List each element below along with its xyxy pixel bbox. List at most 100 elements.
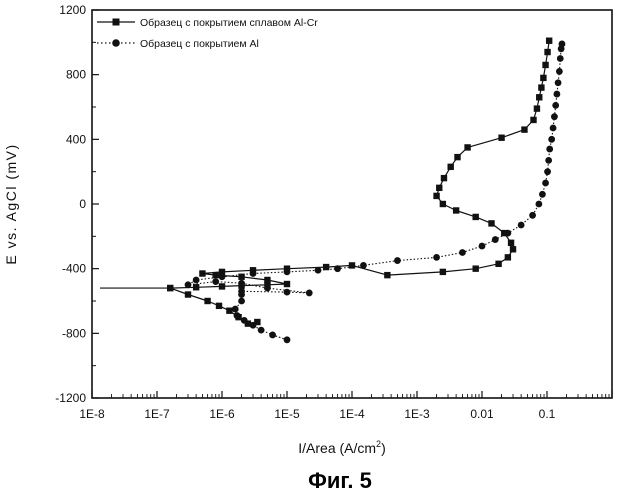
data-point-circle (555, 79, 562, 86)
data-point-square (448, 164, 454, 170)
data-point-circle (545, 157, 552, 164)
data-point-square (167, 285, 173, 291)
x-tick-label: 1E-4 (339, 407, 365, 421)
data-point-circle (258, 327, 265, 334)
data-point-circle (185, 281, 192, 288)
data-point-square (454, 154, 460, 160)
data-point-circle (557, 55, 564, 62)
data-point-square (546, 38, 552, 44)
figure-caption: Фиг. 5 (308, 468, 372, 493)
data-point-circle (315, 267, 322, 274)
data-point-square (216, 303, 222, 309)
data-point-square (219, 283, 225, 289)
data-point-square (538, 84, 544, 90)
data-point-circle (546, 146, 553, 153)
data-point-circle (250, 270, 257, 277)
data-point-square (473, 265, 479, 271)
data-point-square (530, 117, 536, 123)
x-tick-label: 1E-3 (404, 407, 430, 421)
data-point-circle (504, 230, 511, 237)
x-tick-label: 1E-7 (144, 407, 170, 421)
data-point-square (488, 220, 494, 226)
data-point-square (536, 94, 542, 100)
y-tick-label: -400 (62, 262, 86, 276)
data-point-square (433, 193, 439, 199)
data-point-circle (433, 254, 440, 261)
data-point-square (521, 126, 527, 132)
data-point-circle (250, 322, 257, 329)
data-point-circle (551, 113, 558, 120)
data-point-square (453, 207, 459, 213)
x-axis-title: I/Area (A/cm2) (298, 439, 385, 456)
data-point-circle (548, 136, 555, 143)
data-point-circle (559, 41, 566, 48)
x-axis-title-tail: ) (381, 440, 386, 456)
data-point-square (193, 284, 199, 290)
y-tick-label: 1200 (59, 3, 86, 17)
data-point-circle (542, 180, 549, 187)
data-point-circle (529, 212, 536, 219)
data-point-circle (284, 336, 291, 343)
data-point-square (473, 214, 479, 220)
data-point-circle (492, 236, 499, 243)
data-point-circle (284, 289, 291, 296)
data-point-circle (544, 168, 551, 175)
data-point-circle (238, 280, 245, 287)
data-point-circle (232, 306, 239, 313)
data-point-square (204, 298, 210, 304)
data-point-circle (284, 269, 291, 276)
data-point-square (498, 135, 504, 141)
x-tick-label: 0.1 (539, 407, 556, 421)
y-tick-label: -800 (62, 326, 86, 340)
data-point-square (542, 62, 548, 68)
data-point-square (436, 185, 442, 191)
data-point-circle (552, 102, 559, 109)
data-point-square (440, 201, 446, 207)
data-point-square (544, 49, 550, 55)
data-point-circle (219, 273, 226, 280)
x-tick-label: 1E-5 (274, 407, 300, 421)
data-point-square (534, 105, 540, 111)
legend-marker-square (113, 19, 120, 26)
data-point-square (510, 246, 516, 252)
data-point-circle (556, 68, 563, 75)
data-point-circle (550, 125, 557, 132)
data-point-circle (539, 191, 546, 198)
data-point-circle (360, 262, 367, 269)
data-point-square (495, 261, 501, 267)
data-point-circle (269, 332, 276, 339)
data-point-circle (306, 290, 313, 297)
x-axis-title-main: I/Area (A/cm (298, 440, 376, 456)
data-point-circle (459, 249, 466, 256)
data-point-square (441, 175, 447, 181)
y-tick-label: 800 (66, 68, 86, 82)
data-point-circle (264, 285, 271, 292)
x-tick-label: 1E-6 (209, 407, 235, 421)
data-point-circle (241, 317, 248, 324)
data-point-square (508, 240, 514, 246)
data-point-circle (394, 257, 401, 264)
data-point-square (505, 254, 511, 260)
x-tick-label: 0.01 (470, 407, 494, 421)
data-point-circle (518, 222, 525, 229)
y-tick-label: 400 (66, 132, 86, 146)
data-point-square (540, 75, 546, 81)
data-point-circle (238, 288, 245, 295)
x-tick-label: 1E-8 (79, 407, 105, 421)
y-axis-title: E vs. AgCl (mV) (3, 143, 19, 264)
data-point-circle (479, 243, 486, 250)
data-point-square (264, 277, 270, 283)
y-tick-label: -1200 (55, 391, 86, 405)
data-point-circle (234, 312, 241, 319)
y-tick-label: 0 (79, 197, 86, 211)
data-point-circle (238, 298, 245, 305)
data-point-square (284, 281, 290, 287)
data-point-square (349, 262, 355, 268)
data-point-square (384, 272, 390, 278)
data-point-square (440, 269, 446, 275)
data-point-circle (334, 265, 341, 272)
legend-label-al-cr: Образец с покрытием сплавом Al-Cr (140, 17, 318, 29)
data-point-square (199, 270, 205, 276)
data-point-circle (193, 277, 200, 284)
